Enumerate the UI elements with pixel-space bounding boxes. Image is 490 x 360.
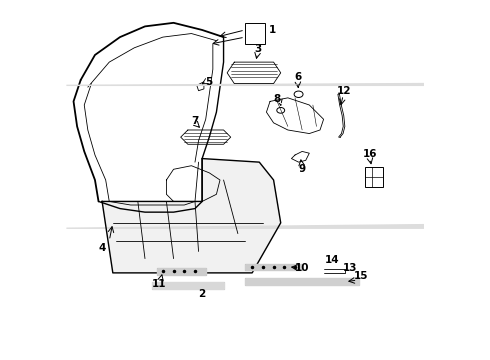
Text: 1: 1 <box>269 25 276 35</box>
Text: 9: 9 <box>298 163 306 174</box>
Polygon shape <box>152 282 223 289</box>
Text: 11: 11 <box>152 279 167 289</box>
Text: 5: 5 <box>206 77 213 87</box>
Text: 4: 4 <box>98 243 106 253</box>
Text: 7: 7 <box>191 116 198 126</box>
Text: 3: 3 <box>254 44 261 54</box>
Text: 14: 14 <box>325 255 340 265</box>
Text: 15: 15 <box>354 271 368 282</box>
Text: 2: 2 <box>198 289 206 299</box>
Bar <box>365 167 383 187</box>
Bar <box>245 23 265 44</box>
Text: 10: 10 <box>295 262 309 273</box>
Text: 6: 6 <box>294 72 301 82</box>
Text: 13: 13 <box>343 262 358 273</box>
Polygon shape <box>157 267 206 275</box>
Text: 8: 8 <box>273 94 281 104</box>
Polygon shape <box>102 158 281 273</box>
Polygon shape <box>245 264 302 270</box>
Text: 16: 16 <box>363 149 377 159</box>
Text: 12: 12 <box>337 86 351 96</box>
Polygon shape <box>66 221 490 228</box>
Polygon shape <box>66 82 490 91</box>
Polygon shape <box>245 278 359 285</box>
